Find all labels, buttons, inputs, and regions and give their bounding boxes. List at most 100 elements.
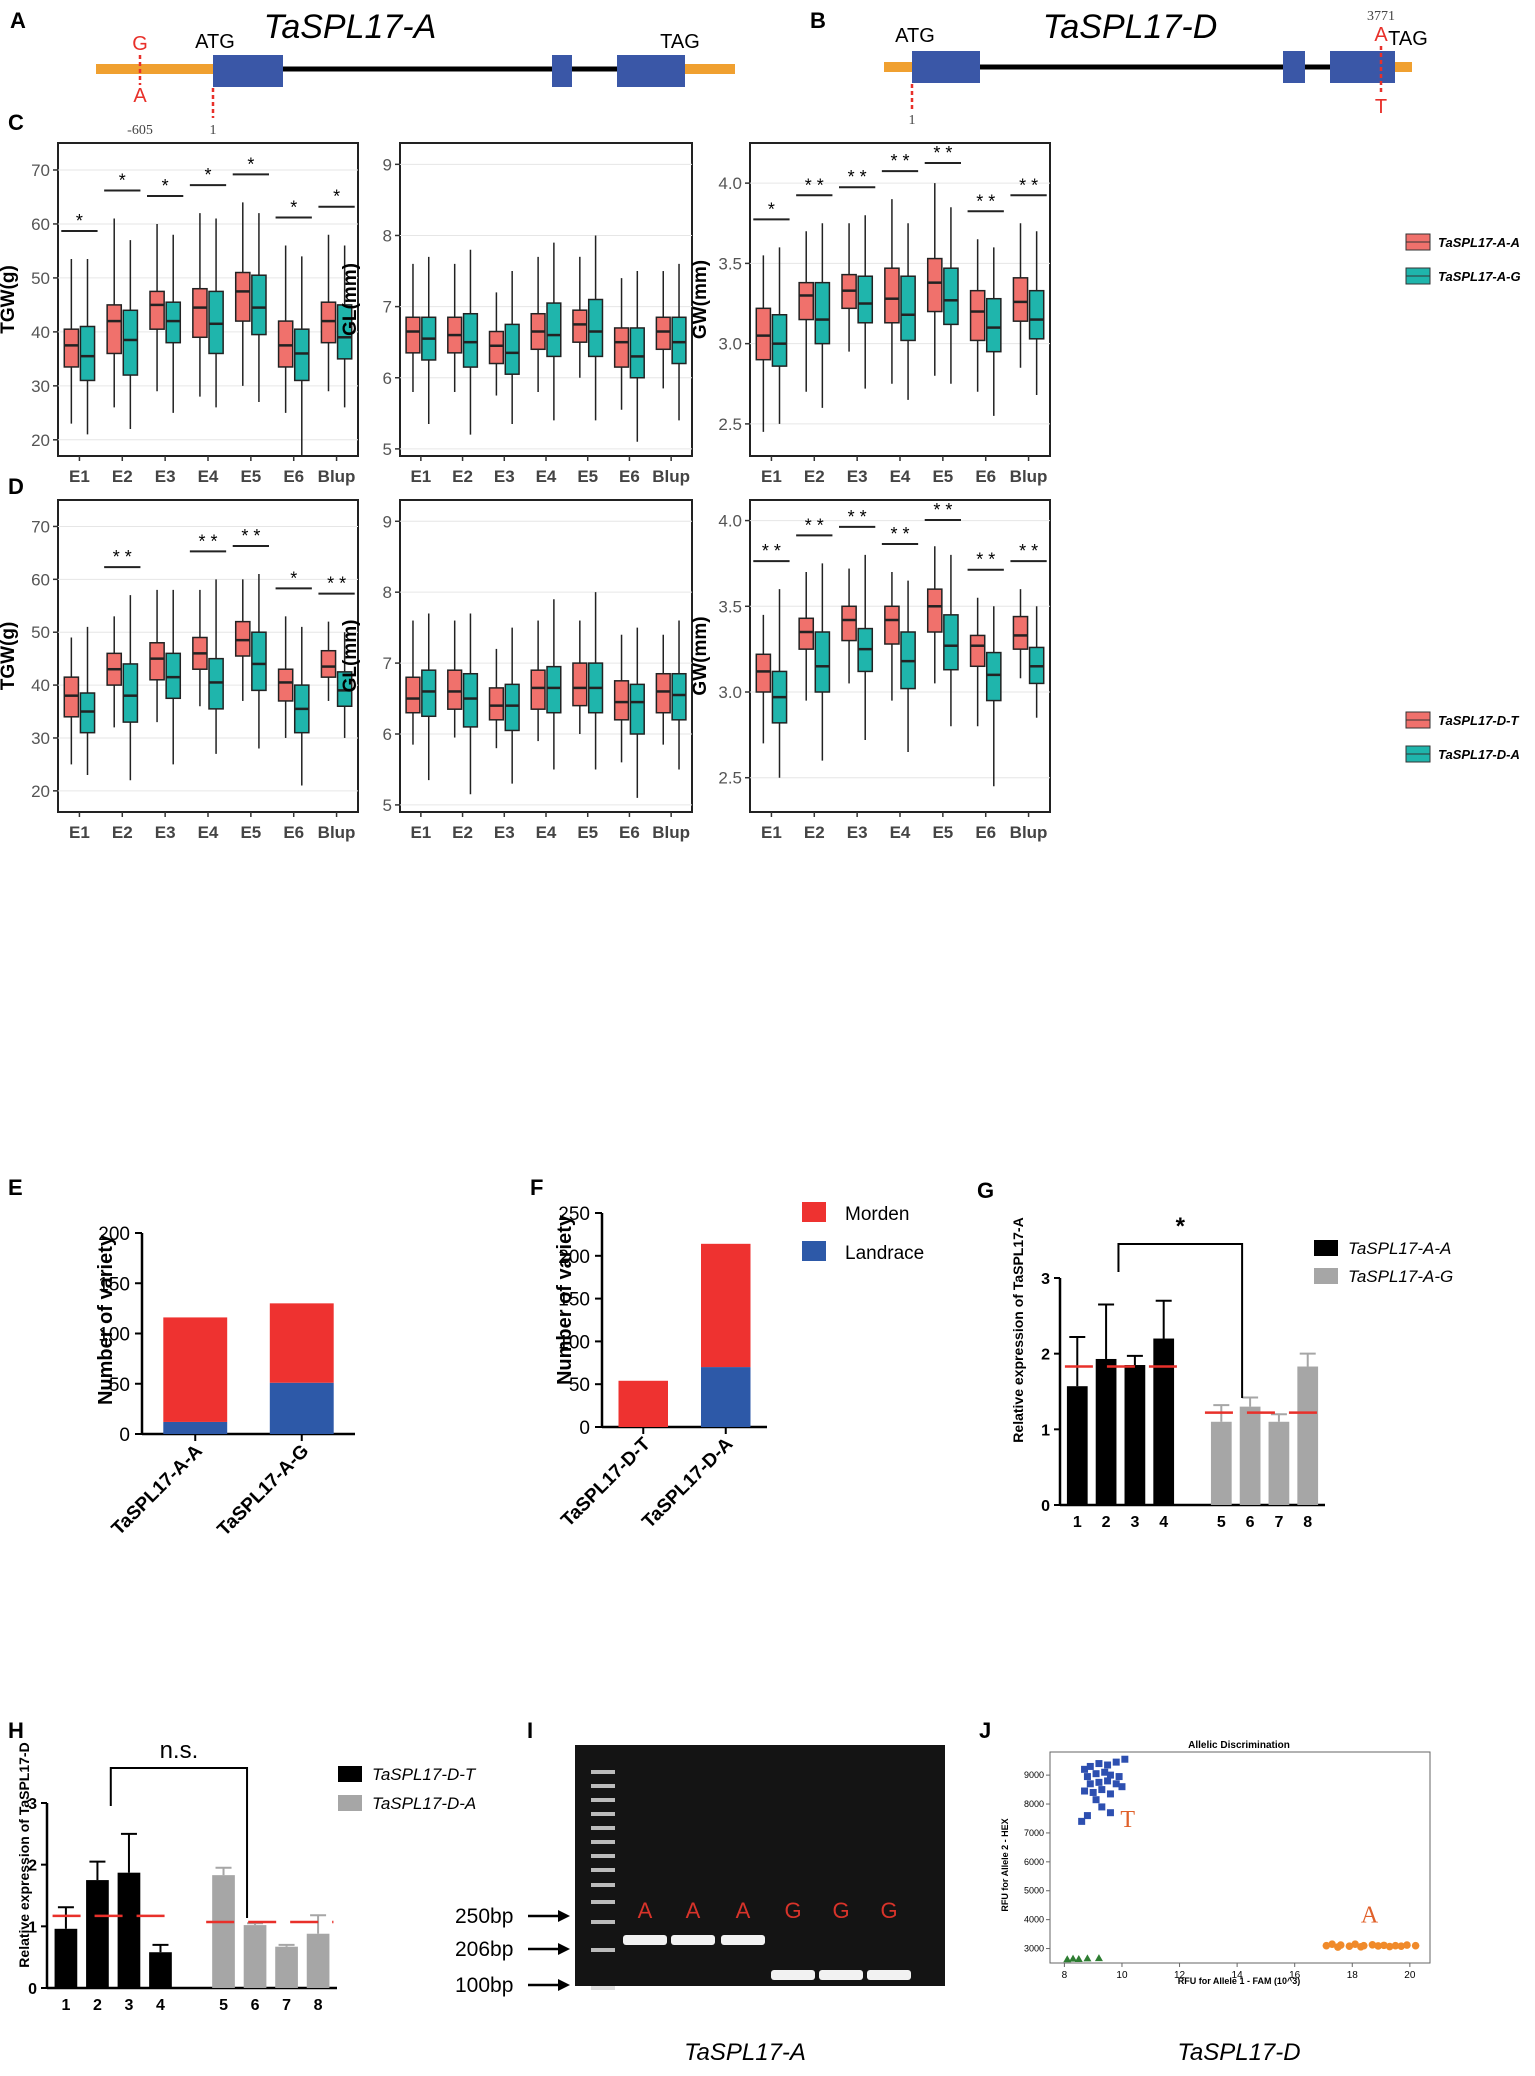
x-tick-label: E4: [536, 823, 557, 842]
x-tick-label: E1: [69, 823, 90, 842]
point-allele-t: [1089, 1788, 1097, 1796]
point-ntc: [1063, 1955, 1072, 1963]
panel-b: B TaSPL17-D ATG TAG 1 3771 A T: [810, 8, 1428, 128]
y-tick-label: 2: [1041, 1347, 1050, 1364]
x-tick-label: 2: [1102, 1514, 1111, 1531]
x-tick-label: 16: [1289, 1970, 1301, 1981]
y-tick-label: 40: [31, 676, 50, 695]
point-allele-a: [1322, 1941, 1331, 1950]
y-tick-label: 7: [383, 298, 392, 317]
y-tick-label: 3.0: [718, 683, 742, 702]
cluster-label-a: A: [1361, 1903, 1379, 1929]
box-teal: [421, 669, 437, 718]
point-allele-a: [1403, 1941, 1411, 1949]
point-allele-a: [1385, 1942, 1394, 1951]
bar-allele-2: [1210, 1421, 1232, 1505]
y-tick-label: 4.0: [718, 174, 742, 193]
point-allele-t: [1086, 1780, 1094, 1788]
plot-frame: [399, 142, 693, 457]
y-tick-label: 1: [28, 1919, 37, 1936]
y-tick-label: 5: [383, 796, 392, 815]
box-teal: [985, 651, 1002, 702]
exon-box: [213, 55, 283, 87]
snp-ref-b: A: [1374, 24, 1388, 46]
box-red: [613, 327, 630, 368]
box-teal: [546, 302, 562, 358]
bar-allele-1: [1124, 1365, 1146, 1505]
panel-a: A TaSPL17-A ATG TAG G A -605 1: [10, 8, 735, 138]
x-tick-label: 18: [1347, 1970, 1359, 1981]
legend-c-g: TaSPL17-A-G: [1438, 269, 1521, 284]
y-axis-label: GL(mm): [340, 263, 361, 336]
x-tick-label: Blup: [1010, 467, 1048, 486]
point-allele-t: [1095, 1778, 1103, 1786]
tag-label-b: TAG: [1388, 28, 1428, 50]
point-allele-a: [1391, 1941, 1400, 1950]
ladder-band: [591, 1854, 615, 1858]
box-teal: [1028, 289, 1045, 340]
legend-c-a: TaSPL17-A-A: [1438, 235, 1520, 250]
x-tick-label: 5: [219, 1997, 228, 2014]
x-tick-label: 2: [93, 1997, 102, 2014]
box-teal: [671, 316, 687, 365]
x-tick-label: TaSPL17-A-A: [108, 1440, 207, 1539]
sig-marker: * *: [198, 531, 217, 551]
sig-marker: * *: [976, 550, 995, 570]
gel-band: [721, 1935, 765, 1945]
y-tick-label: 250: [558, 1204, 590, 1225]
start-pos-b: 1: [909, 113, 916, 128]
y-tick-label: 20: [31, 431, 50, 450]
box-red: [926, 588, 943, 633]
y-tick-label: 50: [109, 1375, 130, 1396]
point-allele-t: [1112, 1780, 1120, 1788]
x-tick-label: Blup: [652, 467, 690, 486]
plot-frame: [57, 142, 359, 457]
box-red: [1012, 277, 1029, 322]
sig-marker: *: [333, 187, 340, 207]
box-red: [884, 605, 900, 645]
lane-genotype-label: A: [686, 1898, 701, 1923]
point-allele-t: [1095, 1760, 1103, 1768]
y-tick-label: 3: [1041, 1271, 1050, 1288]
point-allele-t: [1092, 1796, 1100, 1804]
box-teal: [546, 665, 562, 714]
x-tick-label: E6: [975, 467, 996, 486]
box-red: [405, 316, 421, 354]
y-tick-label: 60: [31, 215, 50, 234]
point-allele-t: [1098, 1786, 1106, 1794]
sig-marker: * *: [890, 151, 909, 171]
ylabel-h: Relative expression of TaSPL17-D: [16, 1742, 32, 1967]
box-teal: [165, 301, 182, 344]
point-allele-t: [1098, 1803, 1106, 1811]
ladder-band: [591, 1784, 615, 1788]
gel-image: [575, 1745, 945, 1986]
bar-allele-1: [1066, 1386, 1088, 1505]
ylabel-e: Number of variety: [95, 1234, 117, 1405]
x-tick-label: E5: [577, 467, 598, 486]
ladder-band: [591, 1986, 615, 1990]
x-tick-label: 4: [156, 1997, 165, 2014]
y-tick-label: 200: [558, 1247, 590, 1268]
x-tick-label: Blup: [318, 467, 356, 486]
box-teal: [251, 631, 267, 692]
box-red: [926, 257, 943, 313]
ladder-band: [591, 1812, 615, 1816]
box-red: [798, 281, 815, 321]
x-tick-label: E1: [761, 467, 782, 486]
x-tick-label: 20: [1404, 1970, 1416, 1981]
ladder-band: [591, 1920, 615, 1924]
y-tick-label: 50: [31, 269, 50, 288]
box-teal: [293, 328, 310, 382]
x-tick-label: 6: [1246, 1514, 1255, 1531]
point-allele-a: [1334, 1943, 1342, 1951]
x-tick-label: E5: [240, 467, 261, 486]
x-tick-label: E4: [536, 467, 557, 486]
x-tick-label: 3: [1130, 1514, 1139, 1531]
panel-label-h: H: [8, 1718, 24, 1743]
point-allele-t: [1106, 1771, 1114, 1779]
panel-label-c: C: [8, 110, 24, 135]
point-allele-t: [1086, 1762, 1094, 1770]
gel-band: [819, 1970, 863, 1980]
y-tick-label: 3.5: [718, 254, 742, 273]
